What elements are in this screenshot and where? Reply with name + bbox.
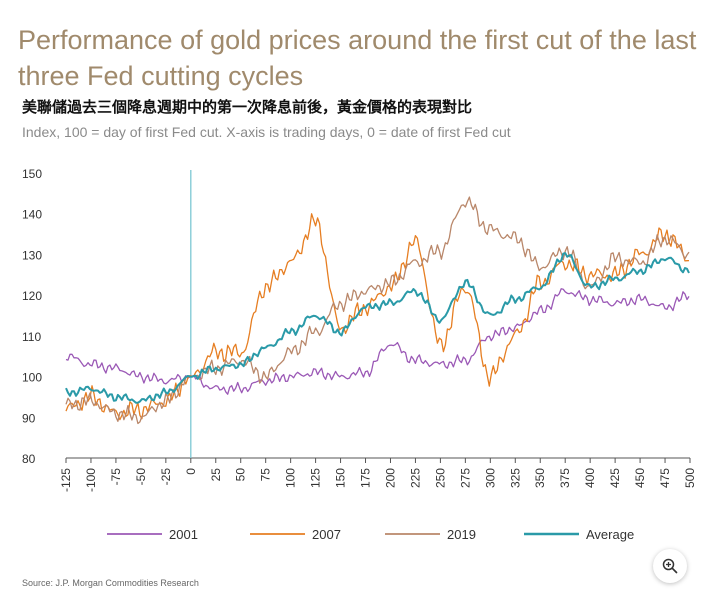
legend-label-2007: 2007	[312, 527, 341, 542]
y-tick-label-90: 90	[22, 411, 36, 425]
x-tick-label--100: -100	[84, 468, 98, 492]
y-tick-label-130: 130	[22, 248, 42, 262]
y-tick-label-150: 150	[22, 167, 42, 181]
x-tick-label-500: 500	[683, 468, 697, 488]
chart-title: Performance of gold prices around the fi…	[18, 25, 697, 91]
x-tick-label-375: 375	[558, 468, 572, 488]
series-line-2001	[65, 288, 690, 395]
x-tick-label-475: 475	[658, 468, 672, 488]
series-line-2019	[65, 196, 690, 425]
legend-label-average: Average	[586, 527, 634, 542]
x-tick-label-150: 150	[334, 468, 348, 488]
x-tick-label-350: 350	[533, 468, 547, 488]
series-lines	[65, 196, 690, 425]
x-tick-label-75: 75	[259, 468, 273, 482]
x-tick-label-0: 0	[184, 468, 198, 475]
x-tick-label--75: -75	[109, 468, 123, 486]
legend-label-2019: 2019	[447, 527, 476, 542]
x-tick-label--125: -125	[59, 468, 73, 492]
series-line-average	[65, 252, 690, 404]
x-tick-label-25: 25	[209, 468, 223, 482]
line-chart: 80 90 100 110 120 130 140 150 -125 -100 -75 -50 -25…	[22, 167, 697, 542]
x-tick-label--25: -25	[159, 468, 173, 486]
x-tick-label-425: 425	[608, 468, 622, 488]
x-tick-label-125: 125	[309, 468, 323, 488]
x-tick-label-225: 225	[408, 468, 422, 488]
y-tick-label-110: 110	[22, 330, 41, 344]
x-tick-label--50: -50	[134, 468, 148, 486]
x-tick-label-275: 275	[458, 468, 472, 488]
y-tick-label-80: 80	[22, 452, 36, 466]
y-axis-ticks: 80 90 100 110 120 130 140 150	[22, 167, 42, 466]
y-tick-label-100: 100	[22, 371, 42, 385]
chart-subtitle: Index, 100 = day of first Fed cut. X-axi…	[22, 124, 511, 140]
x-tick-label-50: 50	[234, 468, 248, 482]
y-tick-label-120: 120	[22, 289, 42, 303]
x-tick-label-100: 100	[284, 468, 298, 488]
legend-label-2001: 2001	[169, 527, 198, 542]
x-axis-ticks: -125 -100 -75 -50 -25 0 25 50 75 100 125 150 175 200 2…	[59, 170, 697, 492]
y-tick-label-140: 140	[22, 208, 42, 222]
zoom-button[interactable]	[653, 549, 687, 583]
zoom-in-icon	[662, 558, 678, 574]
x-tick-label-325: 325	[508, 468, 522, 488]
series-line-2007	[65, 213, 690, 421]
x-tick-label-200: 200	[383, 468, 397, 488]
x-tick-label-300: 300	[483, 468, 497, 488]
chart-subtitle-chinese: 美聯儲過去三個降息週期中的第一次降息前後，黃金價格的表現對比	[22, 98, 473, 116]
legend: 2001 2007 2019 Average	[107, 527, 634, 542]
x-tick-label-175: 175	[359, 468, 373, 488]
x-tick-label-450: 450	[633, 468, 647, 488]
x-tick-label-400: 400	[583, 468, 597, 488]
source-note: Source: J.P. Morgan Commodities Research	[22, 578, 199, 588]
x-tick-label-250: 250	[433, 468, 447, 488]
